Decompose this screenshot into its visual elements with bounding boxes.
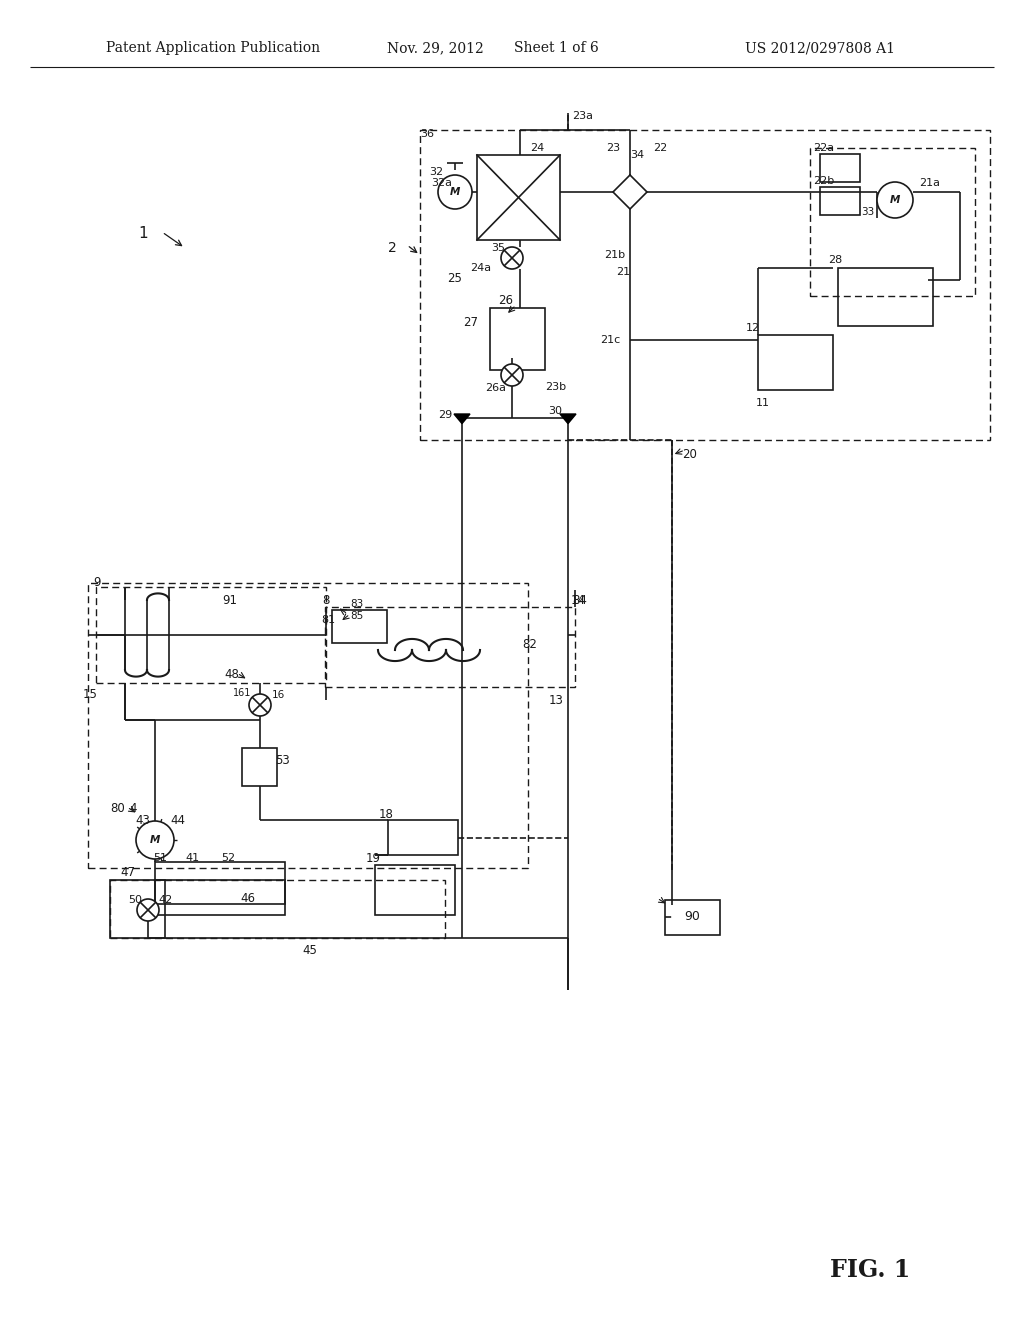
Text: 23a: 23a (572, 111, 594, 121)
Text: Patent Application Publication: Patent Application Publication (106, 41, 321, 55)
Text: 161: 161 (232, 688, 251, 698)
Text: 91: 91 (222, 594, 238, 606)
Text: 24a: 24a (470, 263, 492, 273)
Text: 2: 2 (388, 242, 396, 255)
Polygon shape (613, 176, 647, 209)
Text: 24: 24 (529, 143, 544, 153)
Text: 11: 11 (756, 399, 770, 408)
Text: 20: 20 (683, 449, 697, 462)
Text: 82: 82 (522, 639, 538, 652)
Circle shape (249, 694, 271, 715)
Text: 35: 35 (490, 243, 505, 253)
Bar (388, 820, 458, 855)
Text: 50: 50 (128, 895, 142, 906)
Bar (420, 129, 990, 440)
Text: 8: 8 (323, 594, 330, 607)
Circle shape (501, 247, 523, 269)
Text: 21c: 21c (600, 335, 621, 345)
Text: Nov. 29, 2012: Nov. 29, 2012 (387, 41, 483, 55)
Text: 13: 13 (549, 693, 563, 706)
Bar (88, 583, 528, 869)
Bar (758, 335, 833, 389)
Text: 80: 80 (111, 801, 125, 814)
Bar (110, 880, 445, 939)
Text: 22a: 22a (813, 143, 835, 153)
Text: 90: 90 (684, 911, 700, 924)
Bar (838, 268, 933, 326)
Text: 81: 81 (321, 615, 335, 624)
Text: 52: 52 (221, 853, 236, 863)
Circle shape (136, 821, 174, 859)
Text: 22: 22 (653, 143, 667, 153)
Text: 12: 12 (745, 323, 760, 333)
Polygon shape (560, 414, 575, 424)
Text: 42: 42 (159, 895, 173, 906)
Text: 14: 14 (570, 594, 586, 606)
Text: 46: 46 (241, 891, 256, 904)
Text: 34: 34 (630, 150, 644, 160)
Text: 53: 53 (275, 754, 291, 767)
Bar (810, 148, 975, 296)
Text: 45: 45 (302, 944, 317, 957)
Text: 26: 26 (499, 293, 513, 306)
Bar (155, 880, 285, 915)
Text: 25: 25 (447, 272, 463, 285)
Text: 44: 44 (171, 813, 185, 826)
Text: 32a: 32a (431, 178, 453, 187)
Text: 21: 21 (616, 267, 630, 277)
Text: 30: 30 (548, 407, 562, 416)
Bar (110, 880, 165, 939)
Text: 28: 28 (827, 255, 842, 265)
Bar (490, 308, 545, 370)
Bar (820, 187, 860, 215)
Bar (325, 607, 575, 686)
Circle shape (877, 182, 913, 218)
Text: 85: 85 (350, 611, 364, 620)
Bar (375, 865, 455, 915)
Polygon shape (454, 414, 470, 424)
Text: 23b: 23b (546, 381, 566, 392)
Bar (665, 900, 720, 935)
Text: 32: 32 (429, 168, 443, 177)
Text: 21a: 21a (920, 178, 940, 187)
Circle shape (438, 176, 472, 209)
Text: 26a: 26a (485, 383, 507, 393)
Text: M: M (890, 195, 900, 205)
Text: 4: 4 (129, 801, 137, 814)
Text: 41: 41 (186, 853, 200, 863)
Text: 84: 84 (572, 594, 588, 606)
Text: 22b: 22b (813, 176, 835, 186)
Text: 29: 29 (438, 411, 453, 420)
Text: 18: 18 (379, 808, 393, 821)
Text: 15: 15 (83, 689, 97, 701)
Text: 19: 19 (366, 853, 381, 866)
Text: 48: 48 (224, 668, 240, 681)
Text: M: M (150, 836, 160, 845)
Text: M: M (450, 187, 460, 197)
Text: 36: 36 (420, 129, 434, 139)
Circle shape (137, 899, 159, 921)
Text: 51: 51 (153, 853, 167, 863)
Text: 9: 9 (93, 576, 100, 589)
Text: 27: 27 (464, 317, 478, 330)
Bar (96, 587, 326, 682)
Circle shape (501, 364, 523, 385)
Text: US 2012/0297808 A1: US 2012/0297808 A1 (745, 41, 895, 55)
Text: Sheet 1 of 6: Sheet 1 of 6 (514, 41, 598, 55)
Text: 16: 16 (271, 690, 285, 700)
Text: 1: 1 (138, 226, 147, 240)
Bar (332, 610, 387, 643)
Text: 43: 43 (135, 813, 151, 826)
Text: 47: 47 (121, 866, 135, 879)
Text: 33: 33 (861, 207, 874, 216)
Text: 21b: 21b (604, 249, 626, 260)
Bar (155, 862, 285, 904)
Text: 23: 23 (606, 143, 621, 153)
Bar (477, 154, 560, 240)
Text: FIG. 1: FIG. 1 (829, 1258, 910, 1282)
Bar (820, 154, 860, 182)
Bar (242, 748, 278, 785)
Text: 83: 83 (350, 599, 364, 609)
